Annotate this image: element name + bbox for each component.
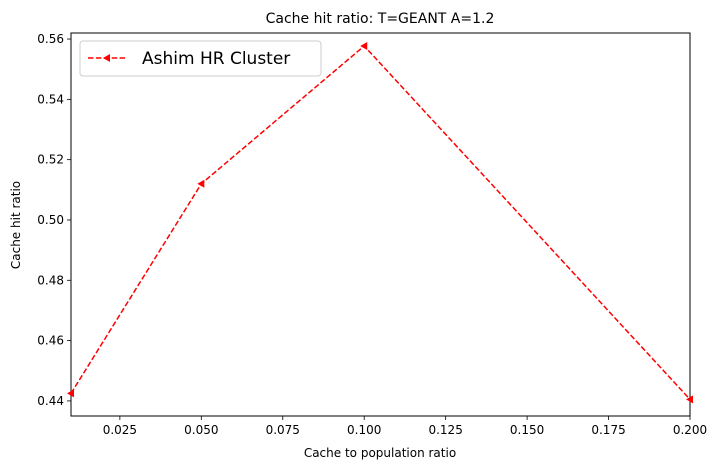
data-point-marker — [197, 179, 205, 188]
x-tick-label: 0.050 — [184, 423, 218, 437]
y-tick-label: 0.56 — [37, 32, 64, 46]
y-axis-label: Cache hit ratio — [9, 181, 23, 269]
y-tick-label: 0.50 — [37, 213, 64, 227]
x-tick-label: 0.100 — [347, 423, 381, 437]
x-tick-label: 0.200 — [673, 423, 707, 437]
x-tick-label: 0.125 — [428, 423, 462, 437]
legend: Ashim HR Cluster — [79, 40, 322, 77]
x-tick-label: 0.025 — [103, 423, 137, 437]
y-tick-label: 0.48 — [37, 273, 64, 287]
y-tick-label: 0.54 — [37, 92, 64, 106]
series-line — [70, 44, 691, 400]
x-axis-label: Cache to population ratio — [304, 446, 456, 460]
data-point-marker — [360, 41, 368, 50]
plot-area: 0.025 0.050 0.075 0.100 0.125 0.150 0.175 0.200… — [37, 32, 707, 437]
series-group — [67, 41, 693, 404]
x-axis: 0.025 0.050 0.075 0.100 0.125 0.150 0.175 0.200 — [103, 416, 707, 437]
legend-series-name: Ashim HR Cluster — [142, 49, 290, 69]
legend-marker — [103, 54, 110, 62]
y-axis: 0.44 0.46 0.48 0.50 0.52 0.54 0.56 — [37, 32, 71, 408]
plot-frame — [70, 32, 691, 417]
y-tick-label: 0.52 — [37, 153, 64, 167]
chart-title: Cache hit ratio: T=GEANT A=1.2 — [266, 11, 495, 27]
data-point-marker — [686, 395, 693, 404]
y-tick-label: 0.46 — [37, 334, 64, 348]
legend-frame — [79, 40, 322, 77]
x-tick-label: 0.150 — [510, 423, 544, 437]
data-point-marker — [67, 389, 74, 398]
x-tick-label: 0.075 — [266, 423, 300, 437]
y-tick-label: 0.44 — [37, 394, 64, 408]
x-tick-label: 0.175 — [591, 423, 625, 437]
